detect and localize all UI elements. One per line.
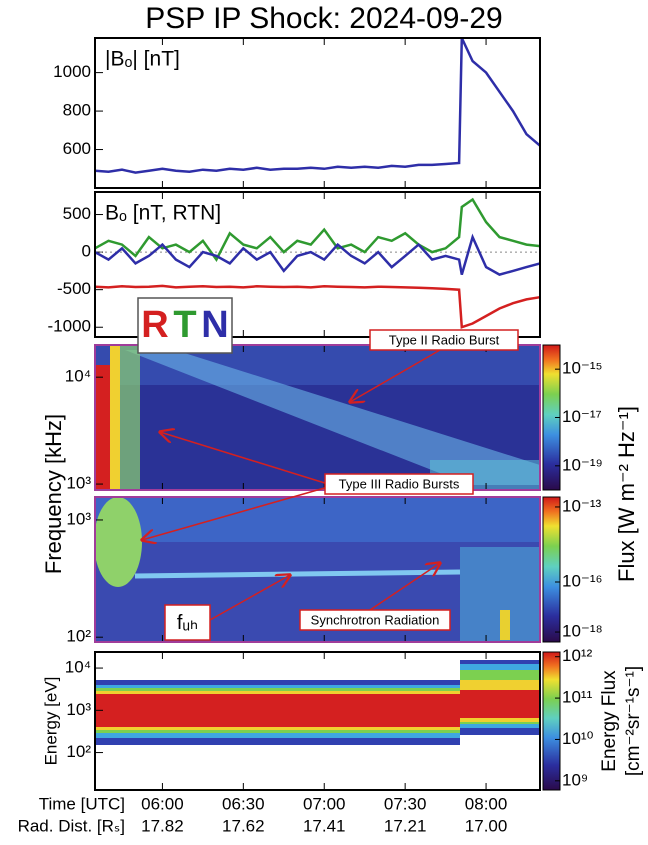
- y-tick-label: 1000: [53, 62, 91, 81]
- x-tick-label: 07:30: [384, 794, 427, 813]
- emission: [94, 497, 142, 587]
- legend-entry: N: [201, 304, 228, 346]
- colorbar-tick-label: 10⁻¹⁷: [562, 407, 602, 426]
- annotation: Type III Radio Bursts: [339, 476, 460, 491]
- chart-title: PSP IP Shock: 2024-09-29: [145, 2, 502, 35]
- x-tick-label: 06:00: [141, 794, 184, 813]
- colorbar-tick-label: 10¹¹: [562, 688, 593, 707]
- colorbar-tick-label: 10¹⁰: [562, 729, 594, 748]
- x-tick-label: 07:00: [303, 794, 346, 813]
- annotation: fᵤₕ: [177, 612, 198, 634]
- y-tick-label: 500: [63, 204, 91, 223]
- y-tick-label: 600: [63, 139, 91, 158]
- legend-entry: T: [173, 304, 196, 346]
- colorbar-tick-label: 10⁹: [562, 770, 588, 789]
- y-tick-label: 10³: [66, 474, 91, 493]
- data-line: [95, 237, 540, 275]
- x-tick-label: 06:30: [222, 794, 265, 813]
- rad-tick-label: 17.00: [465, 816, 508, 835]
- annotation: Type II Radio Burst: [389, 332, 500, 347]
- colorbar-tick-label: 10⁻¹³: [562, 496, 602, 515]
- y-tick-label: 10³: [66, 700, 91, 719]
- flux-label: Flux [W m⁻² Hz⁻¹]: [614, 406, 639, 582]
- y-axis-label: Energy [eV]: [41, 677, 60, 766]
- y-tick-label: -1000: [48, 317, 91, 336]
- emission: [500, 610, 510, 640]
- rad-tick-label: 17.62: [222, 816, 265, 835]
- x-axis-label: Time [UTC]: [39, 794, 125, 813]
- frequency-label: Frequency [kHz]: [41, 414, 66, 574]
- y-tick-label: 0: [82, 242, 91, 261]
- y-tick-label: 10⁴: [65, 658, 91, 677]
- colorbar-label: [cm⁻²sr⁻¹s⁻¹]: [623, 666, 644, 776]
- y-tick-label: 10⁴: [65, 367, 91, 386]
- colorbar-tick-label: 10⁻¹⁵: [562, 359, 603, 378]
- legend-entry: R: [141, 304, 168, 346]
- colorbar-tick-label: 10⁻¹⁸: [562, 622, 603, 641]
- annotation: Synchrotron Radiation: [311, 612, 440, 627]
- emission: [110, 345, 120, 490]
- spectrum-band: [460, 690, 540, 718]
- rad-tick-label: 17.21: [384, 816, 427, 835]
- colorbar: [543, 497, 560, 642]
- y-axis-label: Bₒ [nT, RTN]: [105, 202, 221, 225]
- colorbar-tick-label: 10⁻¹⁹: [562, 455, 603, 474]
- spectrum-band: [95, 694, 460, 727]
- rad-axis-label: Rad. Dist. [Rₛ]: [18, 816, 125, 835]
- y-tick-label: 10²: [66, 742, 91, 761]
- rad-tick-label: 17.41: [303, 816, 346, 835]
- colorbar-label: Energy Flux: [599, 670, 620, 772]
- spectrogram-bg: [95, 497, 540, 542]
- emission: [95, 365, 110, 490]
- rad-tick-label: 17.82: [141, 816, 184, 835]
- colorbar-tick-label: 10⁻¹⁶: [562, 571, 603, 590]
- y-axis-label: |Bₒ| [nT]: [105, 48, 180, 71]
- y-tick-label: 800: [63, 101, 91, 120]
- x-tick-label: 08:00: [465, 794, 508, 813]
- y-tick-label: 10²: [66, 627, 91, 646]
- colorbar: [543, 652, 560, 790]
- y-tick-label: 10³: [66, 509, 91, 528]
- y-tick-label: -500: [57, 279, 91, 298]
- colorbar-tick-label: 10¹²: [562, 646, 593, 665]
